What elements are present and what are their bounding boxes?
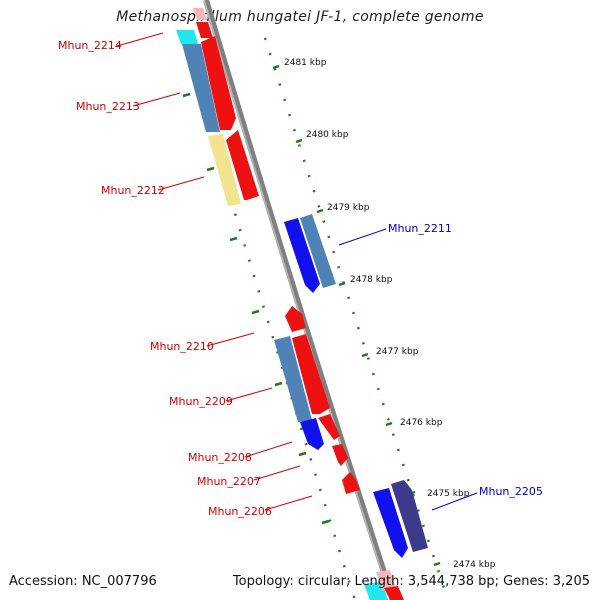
tick-label: 2480 kbp: [306, 130, 349, 140]
tick-mark: [298, 451, 307, 457]
gene-feature-cog-steelblue[interactable]: [182, 44, 220, 132]
callout-line: [431, 492, 478, 511]
gene-label[interactable]: Mhun_2206: [208, 505, 272, 518]
tick-mark: [361, 352, 369, 358]
gene-feature-cog-steelblue[interactable]: [300, 214, 336, 288]
tick-label: 2477 kbp: [376, 347, 419, 357]
tick-label: 2479 kbp: [327, 203, 370, 213]
gene-label[interactable]: Mhun_2214: [58, 39, 122, 52]
callout-line: [225, 387, 273, 402]
callout-line: [253, 465, 301, 481]
gene-feature-cog-pink[interactable]: [376, 570, 396, 590]
gene-feature-forward-arrow[interactable]: [332, 444, 348, 466]
tick-mark: [229, 236, 238, 242]
tick-mark: [182, 92, 191, 98]
gene-feature-reverse-arrow[interactable]: [284, 218, 320, 293]
gene-feature-cog-purple[interactable]: [391, 480, 428, 552]
gene-label[interactable]: Mhun_2210: [150, 340, 214, 353]
tick-label: 2478 kbp: [350, 275, 393, 285]
genome-summary-text: Topology: circular; Length: 3,544,738 bp…: [232, 574, 590, 589]
gene-label[interactable]: Mhun_2207: [197, 475, 261, 488]
tick-label: 2476 kbp: [400, 418, 443, 428]
genome-backbone: [203, 0, 396, 600]
inner-ticks: [182, 92, 330, 525]
gene-feature-forward-arrow[interactable]: [318, 414, 340, 440]
gene-label[interactable]: Mhun_2205: [479, 485, 543, 498]
tick-mark: [251, 309, 260, 315]
gene-feature-reverse-arrow[interactable]: [300, 418, 324, 450]
callout-line: [264, 495, 313, 511]
gene-feature-cog-cyan[interactable]: [176, 30, 198, 44]
callout-line: [338, 228, 387, 246]
tick-label: 2474 kbp: [453, 560, 496, 570]
gene-label[interactable]: Mhun_2208: [188, 451, 252, 464]
gene-feature-forward-arrow[interactable]: [285, 306, 306, 332]
callout-lines: [116, 32, 478, 511]
callout-line: [116, 32, 164, 47]
tick-label: 2475 kbp: [427, 489, 470, 499]
tick-label: 2481 kbp: [284, 58, 327, 68]
tick-mark: [274, 381, 283, 387]
callout-line: [132, 92, 181, 107]
gene-feature-cog-steelblue[interactable]: [274, 336, 312, 422]
gene-feature-forward-arrow[interactable]: [342, 472, 360, 494]
gene-label[interactable]: Mhun_2209: [169, 395, 233, 408]
tick-mark: [433, 561, 441, 567]
tick-mark: [206, 166, 215, 172]
tick-mark: [295, 138, 303, 144]
gene-label[interactable]: Mhun_2211: [388, 222, 452, 235]
gene-feature-forward-arrow[interactable]: [292, 334, 330, 414]
gene-feature-cog-khaki[interactable]: [208, 134, 241, 206]
tick-mark: [272, 64, 280, 70]
tick-mark: [338, 281, 346, 287]
major-ticks: [272, 64, 441, 567]
accession-text: Accession: NC_007796: [9, 574, 157, 589]
gene-feature-cog-pink[interactable]: [193, 8, 207, 20]
genome-backbone-highlight: [203, 0, 392, 600]
tick-mark: [385, 421, 393, 427]
gene-feature-forward-arrow[interactable]: [384, 586, 404, 600]
gene-feature-forward-arrow[interactable]: [201, 36, 236, 130]
tick-mark: [321, 519, 330, 525]
gene-feature-forward-arrow[interactable]: [226, 130, 259, 200]
tick-mark: [316, 208, 324, 214]
gene-label[interactable]: Mhun_2212: [101, 184, 165, 197]
callout-line: [157, 176, 205, 191]
callout-line: [206, 332, 255, 347]
gene-label[interactable]: Mhun_2213: [76, 100, 140, 113]
gene-feature-reverse-arrow[interactable]: [373, 488, 408, 558]
gene-feature-forward-arrow[interactable]: [196, 22, 213, 38]
callout-line: [244, 441, 293, 458]
